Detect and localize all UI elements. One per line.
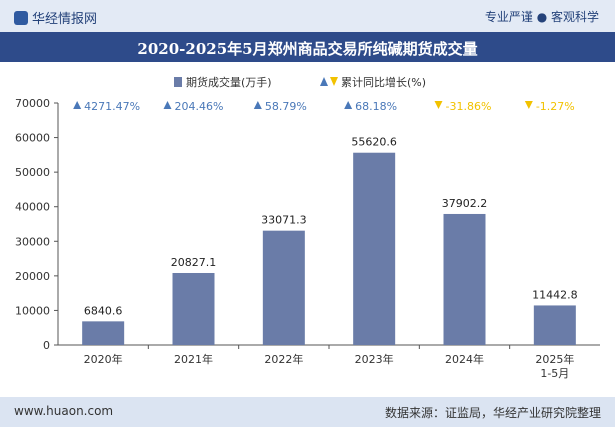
x-tick-label: 2024年 xyxy=(445,352,484,366)
chart-title: 2020-2025年5月郑州商品交易所纯碱期货成交量 xyxy=(137,40,478,58)
brand: 华经情报网 xyxy=(14,8,97,27)
title-bar: 2020-2025年5月郑州商品交易所纯碱期货成交量 xyxy=(0,32,615,62)
bar xyxy=(172,272,215,345)
y-tick-label: 20000 xyxy=(15,270,50,283)
growth-up-arrow-icon xyxy=(163,101,172,109)
legend-down-arrow-icon xyxy=(330,77,338,86)
brand-name: 华经情报网 xyxy=(32,12,98,27)
legend-swatch-volume xyxy=(174,77,182,87)
x-tick-label: 2022年 xyxy=(264,352,303,366)
x-tick-label: 1-5月 xyxy=(540,367,569,380)
data-source: 数据来源：证监局，华经产业研究院整理 xyxy=(384,406,601,420)
growth-label: 68.18% xyxy=(355,100,397,113)
bar-value-label: 20827.1 xyxy=(171,256,217,269)
growth-up-arrow-icon xyxy=(253,101,262,109)
bar-value-label: 6840.6 xyxy=(84,304,123,317)
y-tick-label: 10000 xyxy=(15,304,50,317)
growth-label: -31.86% xyxy=(446,100,492,113)
bar xyxy=(262,230,305,345)
growth-label: 204.46% xyxy=(175,100,224,113)
website-url: www.huaon.com xyxy=(14,404,114,418)
bottom-bar: www.huaon.com 数据来源：证监局，华经产业研究院整理 xyxy=(0,397,615,427)
y-tick-label: 40000 xyxy=(15,201,50,214)
growth-up-arrow-icon xyxy=(73,101,82,109)
bar xyxy=(533,305,576,345)
y-tick-label: 70000 xyxy=(15,97,50,110)
bar-value-label: 37902.2 xyxy=(442,197,488,210)
bar xyxy=(443,213,486,345)
x-tick-label: 2025年 xyxy=(535,352,574,366)
growth-label: 58.79% xyxy=(265,100,307,113)
y-tick-label: 30000 xyxy=(15,235,50,248)
legend-label-volume: 期货成交量(万手) xyxy=(186,75,272,89)
bar xyxy=(82,321,125,345)
y-tick-label: 50000 xyxy=(15,166,50,179)
x-tick-label: 2020年 xyxy=(84,352,123,366)
y-tick-label: 60000 xyxy=(15,132,50,145)
legend-up-arrow-icon xyxy=(320,77,328,86)
brand-logo-icon xyxy=(14,11,28,25)
growth-down-arrow-icon xyxy=(434,101,443,109)
bar-value-label: 11442.8 xyxy=(532,288,578,301)
growth-label: 4271.47% xyxy=(84,100,140,113)
legend-label-growth: 累计同比增长(%) xyxy=(341,75,426,89)
growth-down-arrow-icon xyxy=(524,101,533,109)
top-bar: 华经情报网 专业严谨 ● 客观科学 xyxy=(0,0,615,32)
growth-up-arrow-icon xyxy=(344,101,353,109)
x-tick-label: 2021年 xyxy=(174,352,213,366)
growth-label: -1.27% xyxy=(536,100,575,113)
bar-value-label: 55620.6 xyxy=(351,136,397,149)
x-tick-label: 2023年 xyxy=(355,352,394,366)
slogan: 专业严谨 ● 客观科学 xyxy=(484,10,599,24)
y-tick-label: 0 xyxy=(43,339,50,352)
bar xyxy=(353,152,396,345)
bar-value-label: 33071.3 xyxy=(261,214,307,227)
